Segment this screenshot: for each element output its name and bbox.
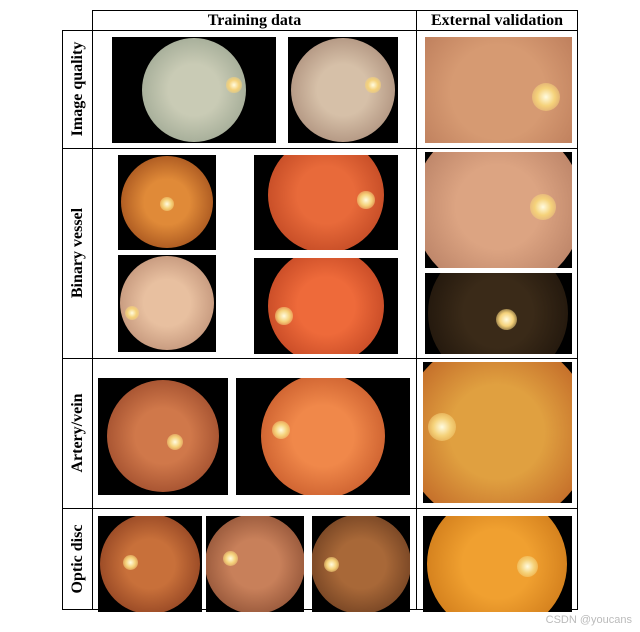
column-header: External validation <box>430 11 563 29</box>
fundus-image <box>206 516 304 612</box>
optic-disc <box>357 191 375 209</box>
optic-disc <box>323 556 339 572</box>
fundus-image <box>423 516 572 612</box>
fundus-image <box>425 152 572 268</box>
optic-disc <box>275 307 293 325</box>
column-divider <box>416 30 418 610</box>
fundus-image <box>98 378 228 495</box>
retina <box>291 38 395 142</box>
fundus-image <box>112 37 276 143</box>
retina <box>427 516 567 612</box>
optic-disc <box>530 194 556 220</box>
optic-disc <box>427 412 457 442</box>
row-divider <box>62 508 578 510</box>
label-column <box>62 30 93 610</box>
watermark: CSDN @youcans <box>545 614 632 626</box>
fundus-image <box>425 37 572 143</box>
retina <box>206 516 304 612</box>
row-label: Optic disc <box>69 524 86 594</box>
row-label: Artery/vein <box>69 393 86 473</box>
optic-disc <box>166 433 184 451</box>
row-label: Binary vessel <box>69 207 86 299</box>
fundus-image <box>312 516 410 612</box>
fundus-image <box>118 155 216 250</box>
optic-disc <box>124 305 140 321</box>
retina <box>268 258 384 354</box>
optic-disc <box>495 308 517 330</box>
optic-disc <box>122 554 138 570</box>
fundus-image <box>254 155 398 250</box>
fundus-image <box>423 362 572 503</box>
fundus-image <box>118 255 216 352</box>
fundus-image <box>288 37 398 143</box>
optic-disc <box>226 77 242 93</box>
row-divider <box>62 358 578 360</box>
optic-disc <box>531 82 561 112</box>
optic-disc <box>222 550 238 566</box>
retina <box>100 516 200 612</box>
fundus-image <box>425 273 572 354</box>
retina <box>120 256 214 350</box>
optic-disc <box>516 555 538 577</box>
row-label: Image quality <box>69 41 86 137</box>
fundus-image <box>98 516 202 612</box>
fundus-image <box>236 378 410 495</box>
fundus-image <box>254 258 398 354</box>
column-header: Training data <box>207 11 302 29</box>
optic-disc <box>160 197 174 211</box>
optic-disc <box>271 420 291 440</box>
retina <box>107 380 219 492</box>
row-divider <box>62 148 578 150</box>
optic-disc <box>365 77 381 93</box>
